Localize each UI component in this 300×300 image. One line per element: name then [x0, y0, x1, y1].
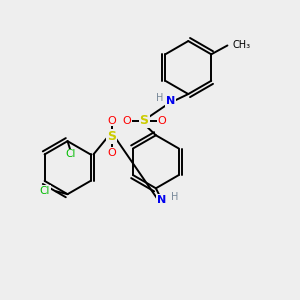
Text: Cl: Cl — [40, 186, 50, 196]
Text: N: N — [157, 195, 167, 205]
Text: O: O — [158, 116, 166, 126]
Text: CH₃: CH₃ — [232, 40, 250, 50]
Text: O: O — [107, 148, 116, 158]
Text: H: H — [156, 93, 163, 103]
Text: O: O — [122, 116, 131, 126]
Text: N: N — [166, 96, 175, 106]
Text: Cl: Cl — [65, 149, 76, 159]
Text: S: S — [140, 114, 148, 127]
Text: S: S — [107, 130, 116, 143]
Text: O: O — [107, 116, 116, 126]
Text: H: H — [171, 192, 178, 202]
